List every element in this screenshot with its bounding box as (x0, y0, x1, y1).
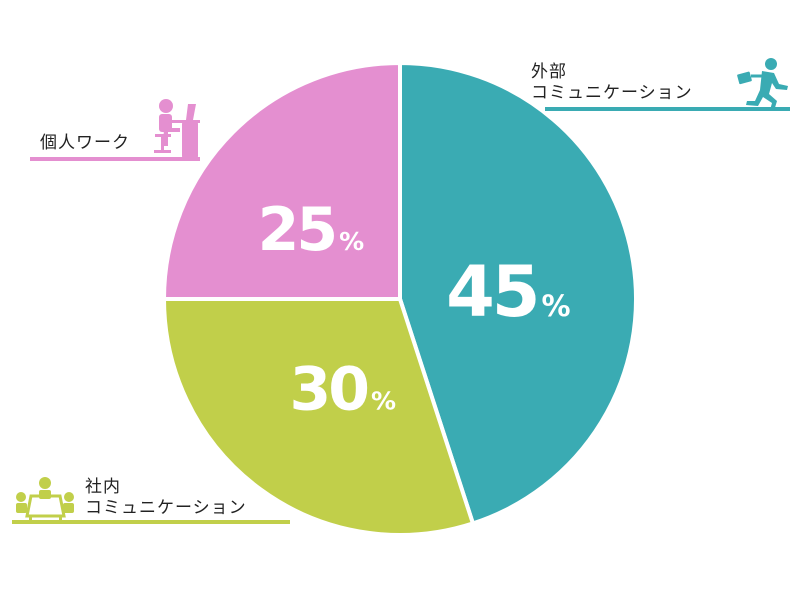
desk-worker-icon (154, 99, 200, 158)
personal-category-label: 個人ワーク (40, 133, 130, 153)
internal-value-label: 30% (290, 355, 397, 425)
external-category-label: 外部 コミュニケーション (531, 62, 693, 103)
personal-slice (162, 61, 402, 301)
external-value-label: 45% (446, 251, 570, 333)
personal-value-label: 25% (258, 195, 365, 265)
external-slice (398, 61, 638, 526)
internal-category-label: 社内 コミュニケーション (85, 477, 247, 518)
internal-slice (162, 297, 475, 537)
meeting-table-icon (16, 477, 74, 522)
running-businessman-icon (737, 58, 788, 111)
